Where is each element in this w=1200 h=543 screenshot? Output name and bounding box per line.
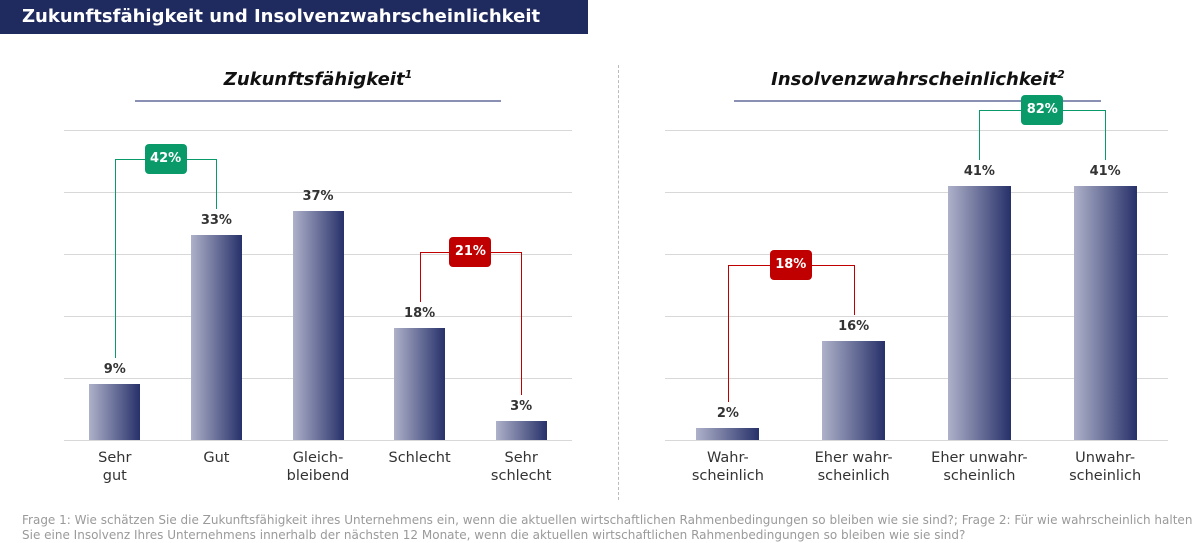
bracket-box: 82% [1021,94,1064,125]
bar [947,185,1011,440]
panel-title: Zukunftsfähigkeit1 [118,68,518,90]
grid-line [665,254,1168,255]
bar [292,210,344,440]
value-label: 41% [963,163,995,179]
bracket-line [727,264,729,402]
header-title: Zukunftsfähigkeit und Insolvenzwahrschei… [0,0,588,34]
grid-line [64,130,572,131]
grid-line [665,378,1168,379]
grid-line [665,316,1168,317]
x-tick-label: Eher unwahr- scheinlich [931,450,1028,484]
bracket-line [853,264,855,315]
bar [495,421,547,440]
value-label: 37% [302,188,334,204]
panel-title-text: Zukunftsfähigkeit [223,69,405,90]
bar [89,384,141,440]
value-label: 3% [510,399,533,415]
x-tick-label: Wahr- scheinlich [691,450,764,484]
x-tick-label: Sehr gut [98,450,132,484]
bar [696,427,760,440]
x-tick-label: Gut [203,450,230,466]
title-underline [135,100,501,102]
bar [1073,185,1137,440]
bar [394,328,446,440]
bar [822,340,886,440]
grid-line [665,192,1168,193]
bar [190,235,242,440]
bracket-label: 18% [775,256,807,272]
bracket-line [1105,109,1107,160]
grid-line [665,130,1168,131]
panel-title-note: 2 [1057,68,1065,81]
value-label: 9% [103,362,126,378]
bracket-label: 82% [1026,101,1058,117]
bracket-line [521,252,523,396]
grid-line [64,192,572,193]
bracket-line [979,109,981,160]
value-label: 2% [716,405,739,421]
value-label: 18% [404,306,436,322]
bracket-line [216,159,218,210]
x-tick-label: Sehr schlecht [490,450,552,484]
bracket-line [114,159,116,359]
x-tick-label: Schlecht [388,450,451,466]
value-label: 41% [1089,163,1121,179]
x-tick-label: Unwahr- scheinlich [1069,450,1142,484]
grid-line [64,440,572,441]
bracket-line [419,252,421,303]
value-label: 33% [200,213,232,229]
value-label: 16% [838,318,870,334]
divider [618,65,619,500]
bracket-box: 42% [144,144,187,175]
x-tick-label: Eher wahr- scheinlich [814,450,893,484]
panel-title-note: 1 [404,68,413,81]
title-underline [734,100,1101,102]
panel-title-text: Insolvenzwahrscheinlichkeit [771,69,1058,90]
grid-line [665,440,1168,441]
bracket-box: 18% [769,249,812,280]
bracket-box: 21% [449,237,492,268]
x-tick-label: Gleich- bleibend [286,450,350,484]
panel-title: Insolvenzwahrscheinlichkeit2 [718,68,1118,90]
footnote: Frage 1: Wie schätzen Sie die Zukunftsfä… [22,513,1193,542]
bracket-label: 21% [454,244,486,260]
bracket-label: 42% [150,151,182,167]
